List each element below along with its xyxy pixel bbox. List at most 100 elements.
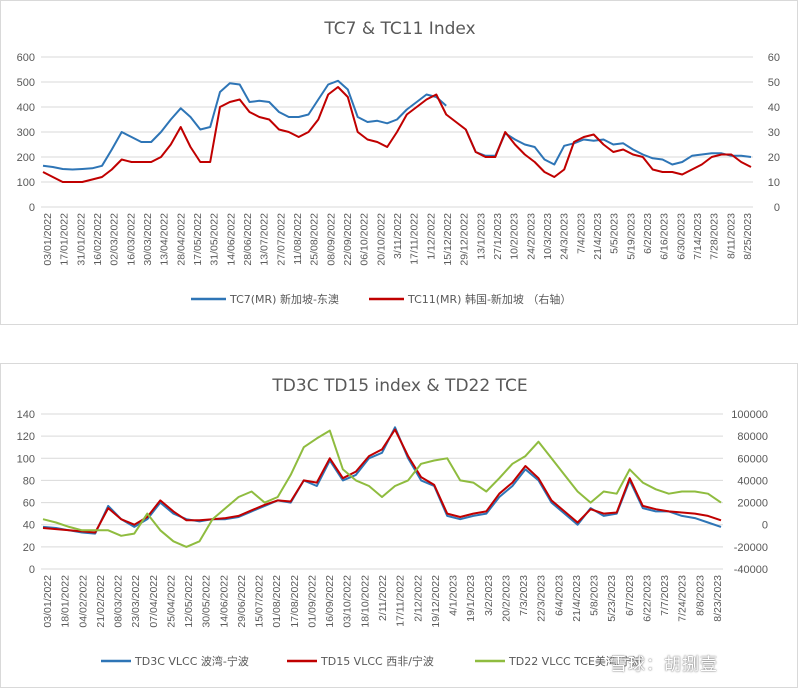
y-tick-label: 100 — [17, 453, 35, 465]
x-tick-label: 17/05/2022 — [192, 213, 204, 266]
x-tick-label: 14/06/2022 — [225, 213, 237, 266]
x-tick-label: 7/14/2023 — [692, 213, 704, 260]
x-tick-label: 16/03/2022 — [125, 213, 137, 266]
series-line-1 — [42, 79, 752, 171]
td3c-td15-td22-chart-panel: TD3C TD15 index & TD22 TCE 0 20 40 60 80 100 12… — [0, 363, 798, 688]
td3c-td15-td22-chart: TD3C TD15 index & TD22 TCE 0 20 40 60 80 100 12… — [17, 376, 768, 668]
x-tick-label: 4/1/2023 — [448, 575, 460, 616]
x-tick-label: 25/04/2022 — [165, 575, 177, 628]
x-tick-label: 22/09/2022 — [342, 213, 354, 266]
x-tick-label: 04/02/2022 — [77, 575, 89, 628]
x-tick-label: 8/23/2023 — [712, 575, 724, 622]
x-tick-label: 17/11/2022 — [409, 213, 421, 265]
x-tick-label: 31/05/2022 — [209, 213, 221, 266]
watermark: 雪球：胡捌壹 — [610, 655, 718, 675]
x-tick-label: 15/07/2022 — [254, 575, 266, 628]
x-tick-label: 7/7/2023 — [659, 575, 671, 616]
x-tick-label: 19/1/2023 — [465, 575, 477, 622]
tc7-tc11-chart: TC7 & TC11 Index 0 100 200 300 400 500 600 0 10 20… — [17, 19, 780, 306]
x-tick-label: 16/02/2022 — [92, 213, 104, 266]
y-tick-label: 40 — [23, 520, 35, 532]
y-tick-label: 20 — [23, 542, 35, 554]
y2-tick-label: -20000 — [734, 542, 768, 554]
x-tick-label: 16/09/2022 — [324, 575, 336, 628]
x-tick-label: 20/10/2022 — [375, 213, 387, 266]
y2-tick-label: 80000 — [737, 431, 768, 443]
x-tick-label: 17/11/2022 — [395, 575, 407, 627]
x-tick-label: 6/4/2023 — [553, 575, 565, 616]
x-tick-label: 1/12/2022 — [425, 213, 437, 260]
y2-tick-label: 30 — [768, 127, 780, 139]
x-tick-label: 5/19/2023 — [625, 213, 637, 260]
x-tick-label: 28/06/2022 — [242, 213, 254, 266]
y2-tick-label: 40000 — [737, 475, 768, 487]
y-tick-label: 400 — [17, 102, 35, 114]
x-tick-label: 18/10/2022 — [359, 575, 371, 628]
x-tick-label: 7/3/2023 — [518, 575, 530, 616]
x-tick-label: 12/05/2022 — [183, 575, 195, 628]
legend-label-1: TC7(MR) 新加坡-东澳 — [229, 292, 339, 306]
chart-title: TD3C TD15 index & TD22 TCE — [271, 376, 527, 396]
y2-tick-label: 20 — [768, 152, 780, 164]
y-tick-label: 500 — [17, 77, 35, 89]
x-tick-label: 5/5/2023 — [609, 213, 621, 254]
x-tick-label: 27/07/2022 — [275, 213, 287, 266]
x-tick-label: 27/1/2023 — [492, 213, 504, 260]
x-tick-label: 03/10/2022 — [342, 575, 354, 628]
series-line-2 — [42, 428, 722, 534]
x-tick-label: 6/7/2023 — [624, 575, 636, 616]
x-tick-label: 28/04/2022 — [175, 213, 187, 266]
x-tick-label: 11/08/2022 — [292, 213, 304, 265]
x-tick-label: 18/01/2022 — [60, 575, 72, 628]
x-tick-label: 03/01/2022 — [42, 575, 54, 628]
x-tick-label: 02/03/2022 — [109, 213, 121, 266]
x-tick-label: 23/03/2022 — [130, 575, 142, 628]
x-tick-label: 8/25/2023 — [742, 213, 754, 260]
x-tick-label: 10/3/2023 — [542, 213, 554, 260]
x-tick-label: 30/03/2022 — [142, 213, 154, 266]
x-tick-label: 22/3/2023 — [536, 575, 548, 622]
y-tick-label: 200 — [17, 152, 35, 164]
x-tick-label: 29/12/2022 — [459, 213, 471, 266]
x-tick-label: 5/23/2023 — [606, 575, 618, 622]
legend-label-1: TD3C VLCC 波湾-宁波 — [134, 654, 249, 668]
x-tick-label: 01/08/2022 — [271, 575, 283, 628]
x-tick-label: 7/24/2023 — [677, 575, 689, 622]
y-tick-label: 0 — [29, 564, 35, 576]
series-line-2 — [42, 86, 752, 183]
x-tick-label: 8/11/2023 — [725, 213, 737, 259]
x-tick-label: 17/01/2022 — [59, 213, 71, 266]
x-tick-label: 03/01/2022 — [42, 213, 54, 266]
y-tick-label: 300 — [17, 127, 35, 139]
x-tick-label: 6/22/2023 — [641, 575, 653, 622]
x-tick-label: 20/2/2023 — [500, 575, 512, 622]
x-tick-label: 3/2/2023 — [483, 575, 495, 616]
series-line-3 — [42, 429, 722, 548]
x-tick-label: 3/11/2022 — [392, 213, 404, 259]
x-tick-label: 31/01/2022 — [75, 213, 87, 266]
legend-label-2: TC11(MR) 韩国-新加坡 （右轴） — [407, 292, 571, 306]
x-tick-label: 5/8/2023 — [589, 575, 601, 616]
x-tick-label: 30/05/2022 — [201, 575, 213, 628]
series-line-1 — [42, 426, 722, 535]
x-tick-label: 08/09/2022 — [325, 213, 337, 266]
x-tick-label: 08/03/2022 — [113, 575, 125, 628]
y-tick-label: 600 — [17, 52, 35, 64]
x-tick-label: 25/08/2022 — [309, 213, 321, 266]
y2-tick-label: 60 — [768, 52, 780, 64]
x-tick-label: 7/4/2023 — [575, 213, 587, 254]
y-tick-label: 0 — [29, 202, 35, 214]
y2-tick-label: 60000 — [737, 453, 768, 465]
x-tick-label: 6/30/2023 — [675, 213, 687, 260]
y2-tick-label: 50 — [768, 77, 780, 89]
x-tick-label: 06/10/2022 — [359, 213, 371, 266]
x-tick-label: 6/16/2023 — [659, 213, 671, 260]
x-tick-label: 21/4/2023 — [571, 575, 583, 622]
x-tick-label: 8/8/2023 — [694, 575, 706, 616]
tc7-tc11-chart-panel: TC7 & TC11 Index 0 100 200 300 400 500 600 0 10 20… — [0, 0, 798, 325]
x-tick-label: 10/2/2023 — [509, 213, 521, 260]
x-tick-label: 7/28/2023 — [709, 213, 721, 260]
x-tick-label: 6/2/2023 — [642, 213, 654, 254]
x-tick-label: 07/04/2022 — [148, 575, 160, 628]
x-tick-label: 13/1/2023 — [475, 213, 487, 260]
